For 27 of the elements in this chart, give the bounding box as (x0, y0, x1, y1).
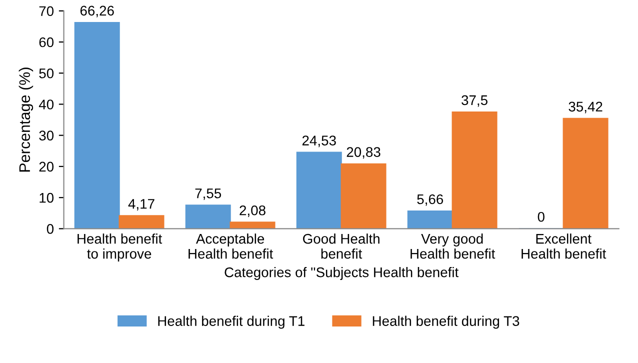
data-label: 66,26 (80, 6, 114, 18)
legend-label: Health benefit during T1 (158, 316, 304, 329)
x-axis-title: Categories of ''Subjects Health benefit (224, 267, 459, 280)
x-tick-label: Acceptable Health benefit (188, 234, 274, 259)
y-tick-label: 30 (39, 130, 54, 141)
x-tick-label: Very good Health benefit (410, 234, 496, 259)
data-label: 4,17 (128, 199, 154, 210)
data-label: 7,55 (195, 188, 222, 200)
data-label: 0 (538, 212, 544, 222)
data-label: 37,5 (462, 95, 488, 107)
y-axis-title: Percentage (%) (18, 68, 34, 172)
data-label: 24,53 (302, 136, 336, 148)
x-tick-label: Good Health benefit (303, 234, 380, 259)
y-tick-label: 10 (40, 192, 54, 203)
y-tick-label: 70 (39, 6, 54, 16)
data-label: 20,83 (346, 147, 380, 159)
x-tick-label: Health benefit to improve (78, 234, 162, 262)
x-tick-label: Excellent Health benefit (522, 234, 606, 259)
y-tick-label: 50 (39, 68, 54, 78)
y-tick-label: 20 (39, 162, 54, 172)
y-tick-label: 0 (46, 224, 54, 234)
legend-label: Health benefit during T3 (372, 316, 520, 329)
y-tick-label: 60 (39, 37, 54, 48)
y-tick-label: 40 (38, 100, 54, 110)
data-label: 2,08 (240, 205, 266, 217)
data-label: 35,42 (568, 102, 602, 114)
data-label: 5,66 (417, 194, 444, 206)
